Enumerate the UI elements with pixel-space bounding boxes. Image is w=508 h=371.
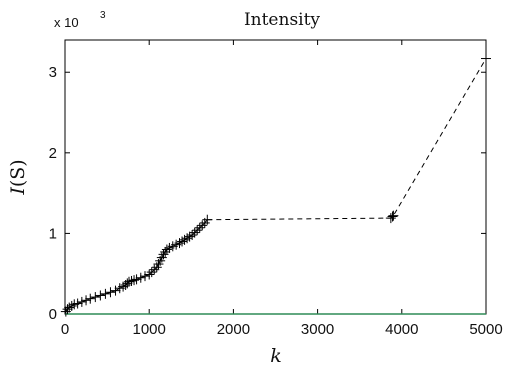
series-layer [60,53,491,317]
y-multiplier-text: x 10 [54,15,79,30]
data-point-marker [202,214,213,225]
data-point-marker [179,234,190,245]
data-point-marker [85,293,96,304]
data-point-marker [90,292,101,303]
x-tick-label: 0 [61,321,69,338]
data-point-marker [76,296,87,307]
data-point-marker [388,210,399,221]
x-tick-label: 3000 [301,321,334,338]
data-point-marker [135,272,146,283]
data-point-marker [177,236,188,247]
data-point-marker [387,211,398,222]
data-point-marker [192,225,203,236]
data-point-marker [129,275,140,286]
data-point-marker [184,231,195,242]
data-point-marker [197,220,208,231]
data-point-marker [182,233,193,244]
data-point-marker [72,298,83,309]
x-tick-label: 2000 [217,321,250,338]
data-point-marker [122,278,133,289]
data-point-marker [123,276,134,287]
data-point-marker [66,300,77,311]
y-multiplier-exponent: 3 [100,10,106,21]
x-axis-label: k [270,345,282,367]
series-line-dashed [207,58,487,221]
data-point-marker [144,269,155,280]
data-point-marker [81,295,92,306]
plot-frame [64,39,487,315]
data-point-marker [161,244,172,255]
data-point-marker [64,302,75,313]
data-point-marker [149,264,160,275]
data-point-marker [189,227,200,238]
data-point-marker [110,285,121,296]
x-tick-label: 5000 [469,321,502,338]
y-tick-label: 3 [49,64,57,81]
y-axis-multiplier: x 10 3 [54,10,106,30]
y-tick-label: 0 [49,306,57,323]
y-axis-label-rest: (S) [7,159,29,187]
y-axis-ticks: 0 1 2 3 [49,64,486,323]
data-point-marker [131,274,142,285]
x-tick-label: 4000 [385,321,418,338]
x-tick-label: 1000 [133,321,166,338]
data-point-marker [194,222,205,233]
y-tick-label: 2 [49,145,57,162]
y-tick-label: 1 [49,225,57,242]
series-line-solid [65,219,208,312]
y-axis-label-italic: I [7,187,29,196]
y-axis-label: I(S) [7,159,29,195]
data-point-marker [105,287,116,298]
data-point-marker [139,271,150,282]
data-point-marker [385,213,396,224]
x-axis-ticks: 0 1000 2000 3000 4000 5000 [61,40,503,338]
data-point-marker [174,238,185,249]
data-point-marker [146,267,157,278]
data-point-marker [100,288,111,299]
data-point-marker [160,246,171,257]
chart-title: Intensity [244,10,320,30]
data-point-marker [187,230,198,241]
data-point-marker [126,275,137,286]
data-point-marker [95,290,106,301]
data-point-marker [481,53,491,64]
